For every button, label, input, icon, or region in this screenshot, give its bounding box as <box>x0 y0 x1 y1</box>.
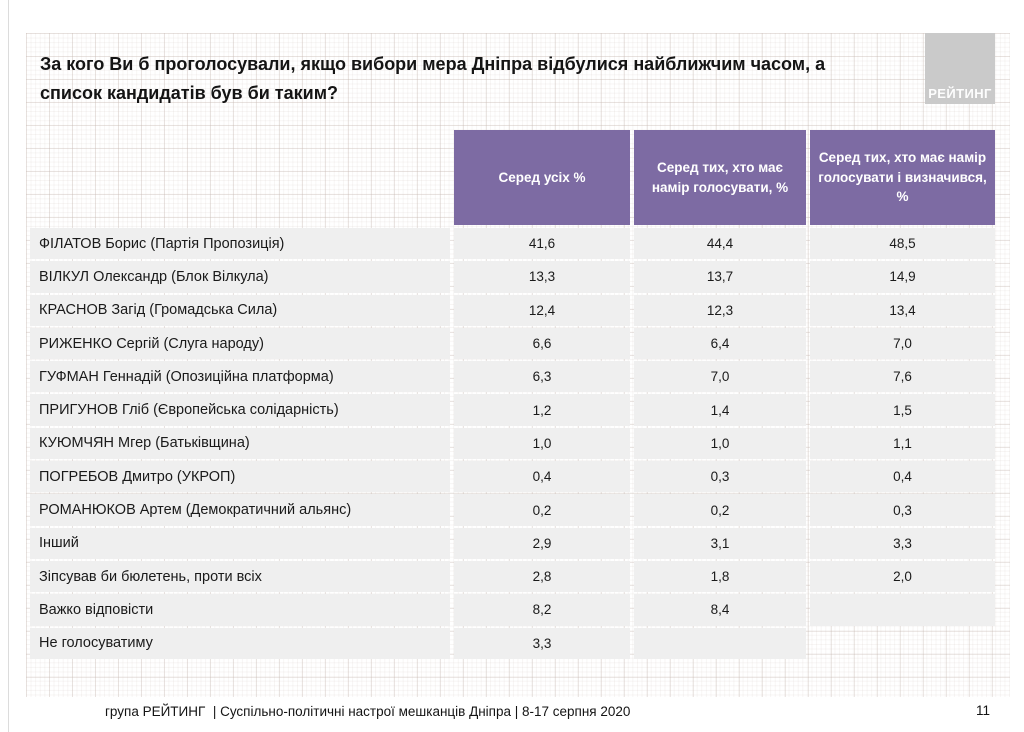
table-row: Інший 2,9 3,1 3,3 <box>30 527 995 559</box>
rating-logo-label: РЕЙТИНГ <box>928 86 992 101</box>
row-value-cell: 14,9 <box>810 261 995 293</box>
table-row: Важко відповісти 8,2 8,4 <box>30 594 995 626</box>
row-value-cell: 1,0 <box>634 427 806 460</box>
table-row: ГУФМАН Геннадій (Опозиційна платформа) 6,… <box>30 361 995 393</box>
column-header-intend-to-vote: Серед тих, хто має намір голосувати, % <box>634 130 806 225</box>
row-value-cell: 41,6 <box>454 228 630 260</box>
table-row: Зіпсував би бюлетень, проти всіх 2,8 1,8 2,… <box>30 560 995 593</box>
header-spacer <box>30 130 450 225</box>
row-value-cell: 6,6 <box>454 327 630 360</box>
row-value-cell: 12,4 <box>454 294 630 326</box>
row-value-cell: 2,0 <box>810 560 995 593</box>
row-label: КРАСНОВ Загід (Громадська Сила) <box>30 294 450 326</box>
row-label: ПРИГУНОВ Гліб (Європейська солідарність) <box>30 394 450 426</box>
row-value-cell: 12,3 <box>634 294 806 326</box>
row-value-cell: 7,0 <box>634 361 806 393</box>
row-label: ФІЛАТОВ Борис (Партія Пропозиція) <box>30 228 450 260</box>
row-value-cell: 3,3 <box>454 627 630 659</box>
table-header: Серед усіх % Серед тих, хто має намір го… <box>30 130 995 225</box>
table-row: ВІЛКУЛ Олександр (Блок Вілкула) 13,3 13,7 1… <box>30 261 995 293</box>
row-value-cell: 7,6 <box>810 361 995 393</box>
row-value-cell: 1,8 <box>634 560 806 593</box>
rating-group-logo: РЕЙТИНГ <box>925 33 995 104</box>
row-value-cell: 7,0 <box>810 327 995 360</box>
row-value-cell: 0,3 <box>810 494 995 526</box>
row-value-cell: 6,3 <box>454 361 630 393</box>
row-value-cell: 2,8 <box>454 560 630 593</box>
footer-caption: група РЕЙТИНГ | Суспільно-політичні наст… <box>105 704 631 719</box>
page-number: 11 <box>975 703 990 718</box>
row-value-cell <box>634 627 806 659</box>
title-line-1: За кого Ви б проголосували, якщо вибори … <box>40 54 826 74</box>
row-label: ВІЛКУЛ Олександр (Блок Вілкула) <box>30 261 450 293</box>
title-line-2: список кандидатів був би таким? <box>40 83 339 103</box>
row-value-cell: 0,2 <box>634 494 806 526</box>
table-row: КУЮМЧЯН Мгер (Батьківщина) 1,0 1,0 1,1 <box>30 427 995 460</box>
row-value-cell: 0,4 <box>810 461 995 493</box>
table-row: КРАСНОВ Загід (Громадська Сила) 12,4 12,3 1… <box>30 294 995 326</box>
page-edge-line <box>8 0 9 732</box>
table-row: РИЖЕНКО Сергій (Слуга народу) 6,6 6,4 7,0 <box>30 327 995 360</box>
row-value-cell: 3,3 <box>810 527 995 559</box>
row-value-cell: 1,1 <box>810 427 995 460</box>
row-value-cell: 1,5 <box>810 394 995 426</box>
row-label: ГУФМАН Геннадій (Опозиційна платформа) <box>30 361 450 393</box>
row-value-cell: 8,4 <box>634 594 806 626</box>
row-label: КУЮМЧЯН Мгер (Батьківщина) <box>30 427 450 460</box>
row-value-cell: 1,0 <box>454 427 630 460</box>
row-value-cell: 1,2 <box>454 394 630 426</box>
row-value-cell: 0,2 <box>454 494 630 526</box>
row-value-cell: 2,9 <box>454 527 630 559</box>
row-label: РИЖЕНКО Сергій (Слуга народу) <box>30 327 450 360</box>
row-value-cell: 8,2 <box>454 594 630 626</box>
row-value-cell: 0,3 <box>634 461 806 493</box>
row-value-cell: 13,4 <box>810 294 995 326</box>
column-header-decided-voters: Серед тих, хто має намір голосувати і ви… <box>810 130 995 225</box>
row-value-cell: 13,3 <box>454 261 630 293</box>
row-label: Інший <box>30 527 450 559</box>
table-row: ПРИГУНОВ Гліб (Європейська солідарність)… <box>30 394 995 426</box>
table-body: ФІЛАТОВ Борис (Партія Пропозиція) 41,6 44,… <box>30 228 995 659</box>
row-value-cell <box>810 594 995 626</box>
table-row: ПОГРЕБОВ Дмитро (УКРОП) 0,4 0,3 0,4 <box>30 461 995 493</box>
row-label: РОМАНЮКОВ Артем (Демократичний альянс) <box>30 494 450 526</box>
column-header-among-all: Серед усіх % <box>454 130 630 225</box>
row-value-cell: 1,4 <box>634 394 806 426</box>
table-row: РОМАНЮКОВ Артем (Демократичний альянс) 0,… <box>30 494 995 526</box>
row-value-cell: 13,7 <box>634 261 806 293</box>
row-value-cell: 48,5 <box>810 228 995 260</box>
row-value-cell-absent <box>810 628 995 659</box>
table-row: ФІЛАТОВ Борис (Партія Пропозиція) 41,6 44,… <box>30 228 995 260</box>
page-title: За кого Ви б проголосували, якщо вибори … <box>40 50 900 108</box>
row-label: ПОГРЕБОВ Дмитро (УКРОП) <box>30 461 450 493</box>
row-value-cell: 3,1 <box>634 527 806 559</box>
row-value-cell: 0,4 <box>454 461 630 493</box>
table-row: Не голосуватиму 3,3 <box>30 627 995 659</box>
row-value-cell: 6,4 <box>634 327 806 360</box>
row-label: Важко відповісти <box>30 594 450 626</box>
row-label: Зіпсував би бюлетень, проти всіх <box>30 560 450 593</box>
row-value-cell: 44,4 <box>634 228 806 260</box>
row-label: Не голосуватиму <box>30 627 450 659</box>
